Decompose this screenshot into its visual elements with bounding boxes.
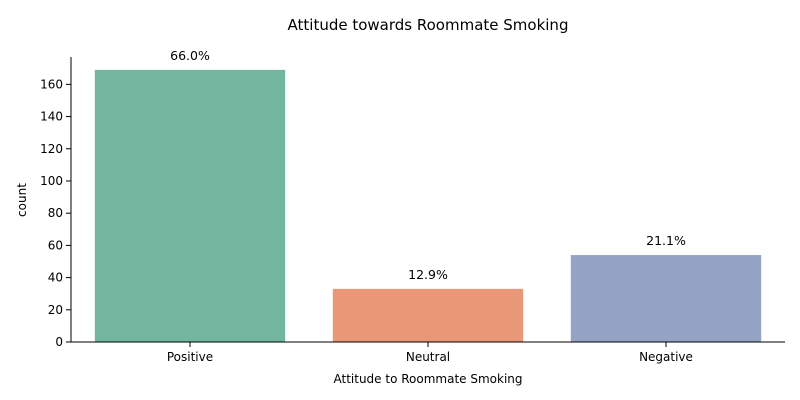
y-tick-label: 40 (48, 271, 63, 285)
y-axis: 0 20 40 60 80 100 120 140 160 (40, 57, 72, 349)
x-tick-label: Negative (639, 350, 693, 364)
y-tick-label: 80 (48, 206, 63, 220)
x-axis-label: Attitude to Roommate Smoking (334, 372, 523, 386)
y-tick-label: 0 (55, 335, 63, 349)
bars-group (94, 69, 762, 343)
y-tick-label: 120 (40, 142, 63, 156)
y-tick-label: 20 (48, 303, 63, 317)
x-tick-label: Positive (167, 350, 213, 364)
y-tick-label: 160 (40, 77, 63, 91)
y-tick-label: 100 (40, 174, 63, 188)
y-tick-label: 60 (48, 238, 63, 252)
bar-negative (570, 255, 762, 342)
bar-value-label: 12.9% (408, 267, 448, 282)
y-axis-label: count (15, 183, 29, 217)
x-tick-label: Neutral (406, 350, 450, 364)
bar-value-label: 21.1% (646, 233, 686, 248)
bar-positive (94, 69, 286, 343)
y-tick-label: 140 (40, 110, 63, 124)
x-axis: Positive Neutral Negative (71, 341, 785, 364)
bar-labels-group: 66.0% 12.9% 21.1% (170, 48, 686, 282)
bar-value-label: 66.0% (170, 48, 210, 63)
chart-title: Attitude towards Roommate Smoking (288, 16, 569, 34)
bar-neutral (332, 288, 524, 342)
